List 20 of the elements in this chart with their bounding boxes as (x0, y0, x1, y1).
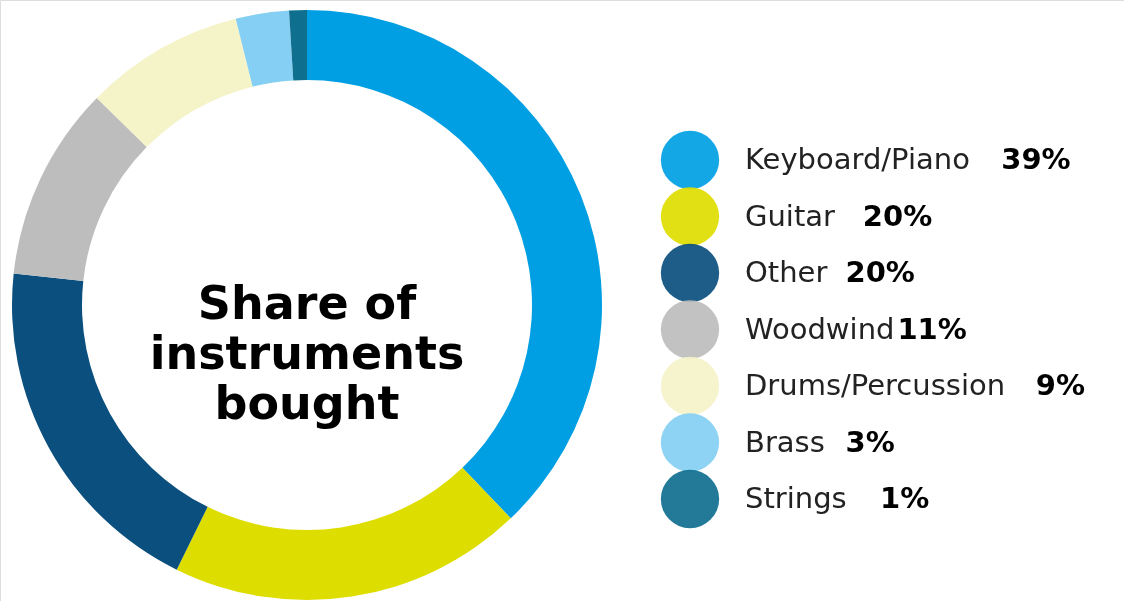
text: Share of instruments bought (149, 276, 465, 430)
data-label: 39% (1001, 142, 1071, 176)
data-label: 20% (862, 198, 933, 233)
donut-slice (13, 98, 147, 282)
donut-slice (176, 467, 511, 600)
legend-label: Keyboard/Piano (745, 142, 970, 176)
data-label: 20% (845, 255, 915, 289)
legend-label: Woodwind (745, 311, 895, 346)
donut-slice (96, 18, 253, 148)
data-label: 9% (1035, 368, 1086, 402)
legend-label: Other (745, 255, 828, 289)
legend-label: Drums/Percussion (745, 368, 1006, 402)
data-label: 11% (897, 311, 967, 346)
donut-slice (235, 10, 294, 87)
legend-label: Brass (745, 424, 825, 459)
data-label: 1% (880, 481, 930, 515)
data-label: 3% (845, 424, 895, 459)
legend-label: Strings (745, 481, 847, 515)
donut-slice (289, 10, 307, 81)
legend-label: Guitar (745, 198, 836, 233)
